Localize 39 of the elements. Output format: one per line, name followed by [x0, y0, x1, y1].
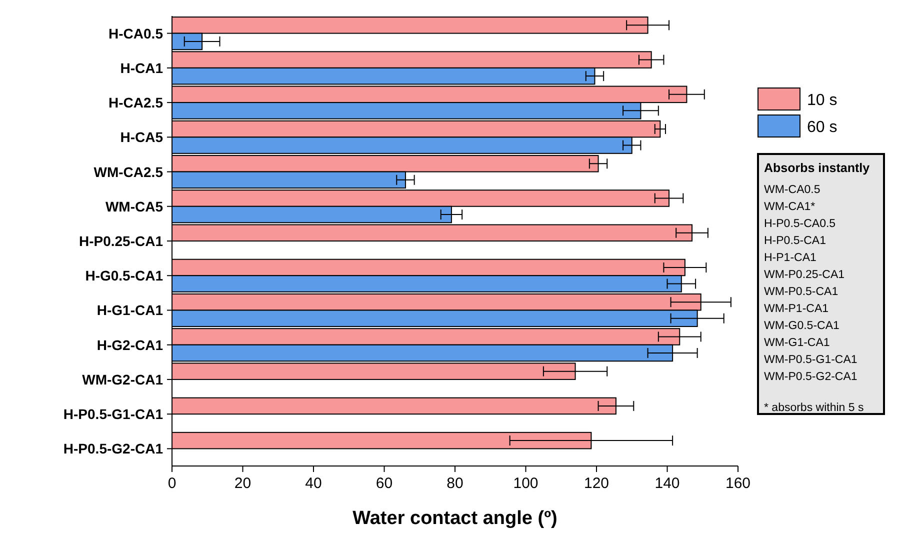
text: WM-P0.5-G1-CA1 — [764, 354, 858, 366]
y-tick-label: H-G0.5-CA1 — [85, 268, 164, 284]
x-tick-label: 100 — [513, 475, 538, 492]
text: * absorbs within 5 s — [764, 402, 864, 414]
legend-label: 60 s — [807, 119, 838, 136]
text: H-P0.5-CA0.5 — [764, 218, 836, 230]
x-tick-label: 160 — [725, 475, 751, 492]
x-axis-title: Water contact angle (º) — [352, 508, 558, 529]
y-tick-label: WM-CA5 — [105, 198, 164, 214]
y-tick-label: H-G1-CA1 — [96, 302, 164, 318]
text: H-P1-CA1 — [764, 252, 816, 264]
x-tick-label: 80 — [446, 475, 464, 492]
y-tick-label: H-CA0.5 — [108, 25, 164, 42]
x-tick-label: 140 — [654, 475, 680, 492]
y-tick-label: WM-G2-CA1 — [82, 371, 164, 388]
y-tick-label: H-P0.5-G2-CA1 — [63, 440, 164, 457]
text: WM-CA1* — [764, 201, 816, 213]
y-tick-label: H-CA2.5 — [108, 94, 164, 111]
y-tick-label: WM-CA2.5 — [94, 164, 164, 180]
y-tick-label: H-P0.5-G1-CA1 — [63, 406, 164, 422]
legend-label: 10 s — [807, 92, 838, 109]
y-tick-label: H-P0.25-CA1 — [78, 233, 164, 249]
text: WM-G1-CA1 — [764, 337, 830, 349]
text: H-P0.5-CA1 — [764, 235, 826, 247]
y-tick-label: H-CA5 — [120, 129, 164, 146]
text: Absorbs instantly — [764, 161, 870, 175]
text: WM-P0.5-CA1 — [764, 286, 838, 298]
x-tick-label: 40 — [305, 475, 322, 492]
text: WM-P0.25-CA1 — [764, 269, 845, 281]
x-tick-label: 0 — [168, 475, 176, 492]
text: WM-P0.5-G2-CA1 — [764, 371, 858, 383]
text: WM-CA0.5 — [764, 184, 820, 196]
y-tick-label: H-CA1 — [120, 60, 164, 76]
y-tick-label: H-G2-CA1 — [96, 336, 164, 353]
x-tick-label: 120 — [584, 475, 610, 492]
text: WM-G0.5-CA1 — [764, 320, 840, 332]
x-tick-label: 60 — [376, 475, 393, 492]
text: WM-P1-CA1 — [764, 303, 829, 315]
x-tick-label: 20 — [234, 475, 252, 492]
